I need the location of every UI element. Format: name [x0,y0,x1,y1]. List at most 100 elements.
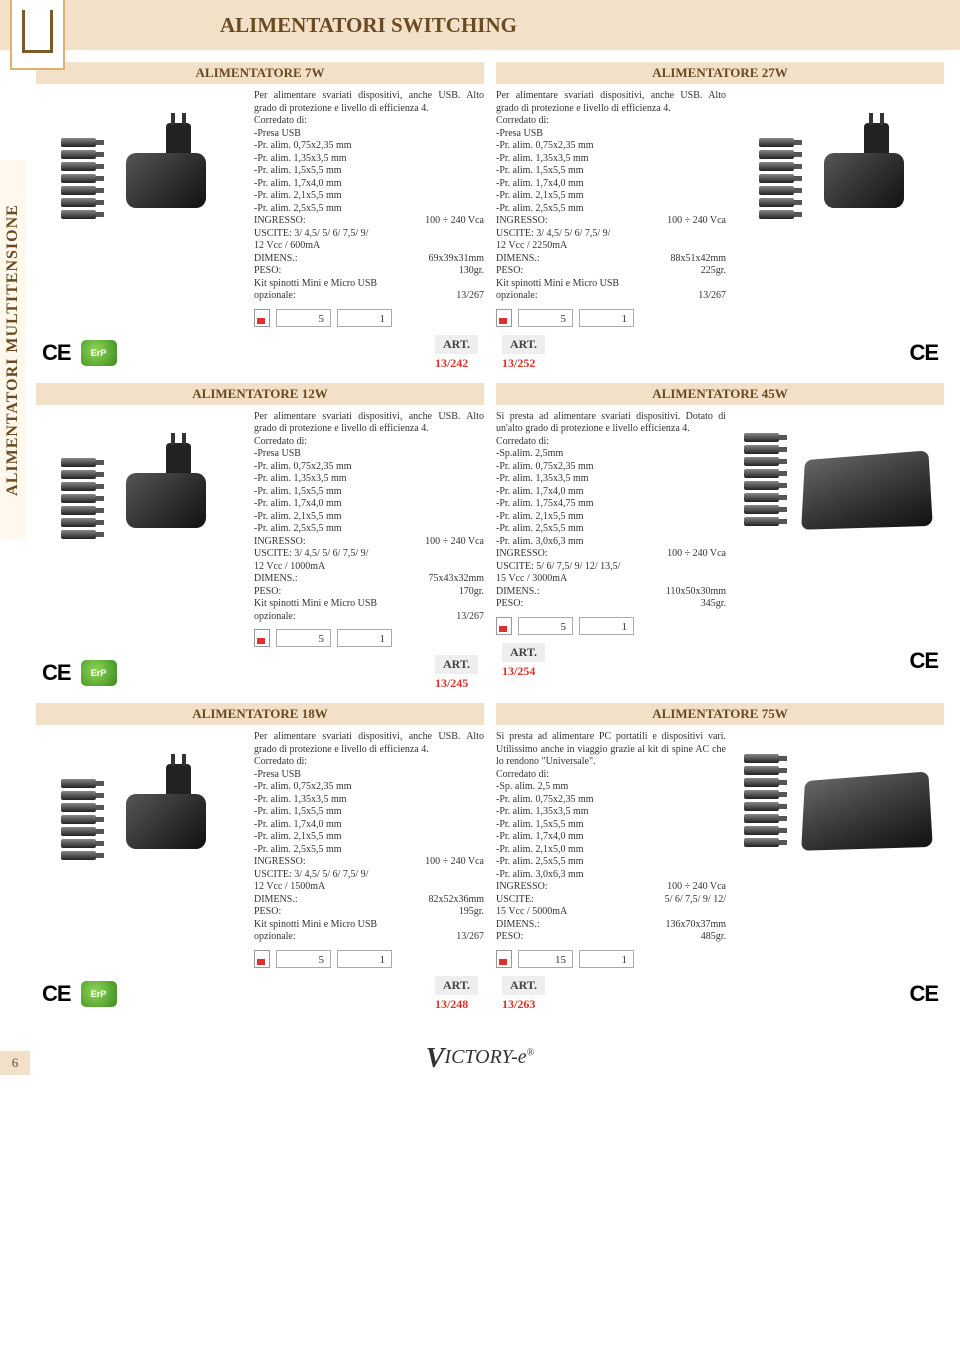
spec-line: Corredato di: [496,436,726,449]
spec-kv: DIMENS.:110x50x30mm [496,586,726,599]
cert-row: C​E ErP ART. 13/248 [36,976,484,1012]
pdf-icon[interactable] [496,309,512,327]
product-specs: Per alimentare svariati dispositivi, anc… [254,731,484,968]
spec-kv: Kit spinotti Mini e Micro USB [496,278,726,291]
product-image-box [734,411,944,576]
cert-row: C​E ErP ART. 13/245 [36,655,484,691]
product-description: Si presta ad alimentare PC portatili e d… [496,731,726,769]
product-specs: Per alimentare svariati dispositivi, anc… [254,411,484,648]
cert-row: C​E ErP ART. 13/242 [36,335,484,371]
product-specs: Per alimentare svariati dispositivi, anc… [254,90,484,327]
cert-row: C​E ART. 13/254 [496,643,944,679]
spec-line: -Pr. alim. 1,5x5,5 mm [254,806,484,819]
pdf-icon[interactable] [496,617,512,635]
spec-line: -Pr. alim. 1,35x3,5 mm [496,473,726,486]
spec-line: -Pr. alim. 2,1x5,5 mm [496,190,726,203]
spec-kv: USCITE: 3/ 4,5/ 5/ 6/ 7,5/ 9/ [254,228,484,241]
spec-kv: USCITE: 3/ 4,5/ 5/ 6/ 7,5/ 9/ [496,228,726,241]
qty-box-pack: 5 [276,309,331,327]
product-title: ALIMENTATORE 12W [36,383,484,405]
page-title: ALIMENTATORI SWITCHING [220,13,517,38]
spec-line: -Pr. alim. 1,35x3,5 mm [254,153,484,166]
erp-badge-icon: ErP [81,981,117,1007]
product-card: ALIMENTATORE 45W Si presta ad alimentare… [490,379,950,700]
product-card: ALIMENTATORE 7W Per alimentare svariati … [30,58,490,379]
product-image [744,744,934,884]
spec-line: -Sp. alim. 2,5 mm [496,781,726,794]
spec-kv: Kit spinotti Mini e Micro USB [254,598,484,611]
spec-line: -Pr. alim. 1,5x5,5 mm [496,165,726,178]
art-label: ART. [435,976,478,995]
pdf-icon[interactable] [254,629,270,647]
spec-line: -Presa USB [254,769,484,782]
spec-line: -Presa USB [254,128,484,141]
qty-box-pack: 5 [518,617,573,635]
ce-mark-icon: C​E [909,648,938,674]
spec-kv: USCITE:5/ 6/ 7,5/ 9/ 12/ [496,894,726,907]
product-image-box [734,731,944,896]
product-image-box [36,731,246,896]
product-image-box [36,90,246,255]
product-description: Per alimentare svariati dispositivi, anc… [254,731,484,756]
spec-kv: INGRESSO:100 ÷ 240 Vca [254,536,484,549]
spec-kv: Kit spinotti Mini e Micro USB [254,278,484,291]
product-description: Per alimentare svariati dispositivi, anc… [254,90,484,115]
spec-kv: opzionale:13/267 [254,611,484,624]
spec-kv: USCITE: 3/ 4,5/ 5/ 6/ 7,5/ 9/ [254,548,484,561]
spec-line: -Presa USB [254,448,484,461]
spec-line: -Pr. alim. 2,1x5,5 mm [254,511,484,524]
spec-line: -Pr. alim. 3,0x6,3 mm [496,536,726,549]
spec-line: -Pr. alim. 0,75x2,35 mm [496,140,726,153]
pdf-icon[interactable] [254,950,270,968]
spec-kv: DIMENS.:75x43x32mm [254,573,484,586]
spec-kv: INGRESSO:100 ÷ 240 Vca [496,548,726,561]
article-block: ART. 13/245 [435,655,478,691]
spec-kv: PESO:170gr. [254,586,484,599]
article-block: ART. 13/248 [435,976,478,1012]
spec-line: -Pr. alim. 2,5x5,5 mm [254,203,484,216]
spec-line: Corredato di: [254,756,484,769]
qty-box-pack: 15 [518,950,573,968]
spec-line: -Pr. alim. 2,1x5,5 mm [496,511,726,524]
footer: 6 VICTORY-e® [0,1035,960,1080]
ce-mark-icon: C​E [909,340,938,366]
ce-mark-icon: C​E [42,981,71,1007]
pdf-icon[interactable] [254,309,270,327]
product-image [61,438,221,548]
article-block: ART. 13/242 [435,335,478,371]
spec-line: -Pr. alim. 1,7x4,0 mm [254,498,484,511]
product-card: ALIMENTATORE 75W Si presta ad alimentare… [490,699,950,1020]
header-bar: ALIMENTATORI SWITCHING [0,0,960,50]
brand-footer-logo: VICTORY-e® [426,1043,535,1075]
art-code: 13/263 [502,997,545,1012]
spec-line: -Pr. alim. 1,7x4,0 mm [496,178,726,191]
spec-line: -Pr. alim. 2,1x5,5 mm [254,190,484,203]
spec-line: -Pr. alim. 3,0x6,3 mm [496,869,726,882]
side-category-label: ALIMENTATORI MULTITENSIONE [0,160,26,540]
spec-line: Corredato di: [496,769,726,782]
spec-kv: USCITE: 3/ 4,5/ 5/ 6/ 7,5/ 9/ [254,869,484,882]
spec-line: -Pr. alim. 2,5x5,5 mm [496,203,726,216]
spec-line: -Pr. alim. 1,7x4,0 mm [496,486,726,499]
spec-line: -Pr. alim. 1,35x3,5 mm [254,794,484,807]
art-label: ART. [435,655,478,674]
spec-kv: 12 Vcc / 600mA [254,240,484,253]
article-block: ART. 13/254 [502,643,545,679]
spec-kv: INGRESSO:100 ÷ 240 Vca [496,215,726,228]
product-title: ALIMENTATORE 27W [496,62,944,84]
product-image-box [36,411,246,576]
spec-kv: opzionale:13/267 [496,290,726,303]
spec-line: -Pr. alim. 1,7x4,0 mm [254,819,484,832]
spec-line: -Sp.alim. 2,5mm [496,448,726,461]
spec-line: Corredato di: [496,115,726,128]
product-title: ALIMENTATORE 7W [36,62,484,84]
quantity-row: 5 1 [254,629,484,647]
cert-row: C​E ART. 13/252 [496,335,944,371]
qty-box-unit: 1 [337,309,392,327]
article-block: ART. 13/263 [502,976,545,1012]
art-code: 13/242 [435,356,478,371]
spec-line: -Pr. alim. 1,7x4,0 mm [496,831,726,844]
spec-kv: 12 Vcc / 2250mA [496,240,726,253]
qty-box-unit: 1 [579,309,634,327]
pdf-icon[interactable] [496,950,512,968]
